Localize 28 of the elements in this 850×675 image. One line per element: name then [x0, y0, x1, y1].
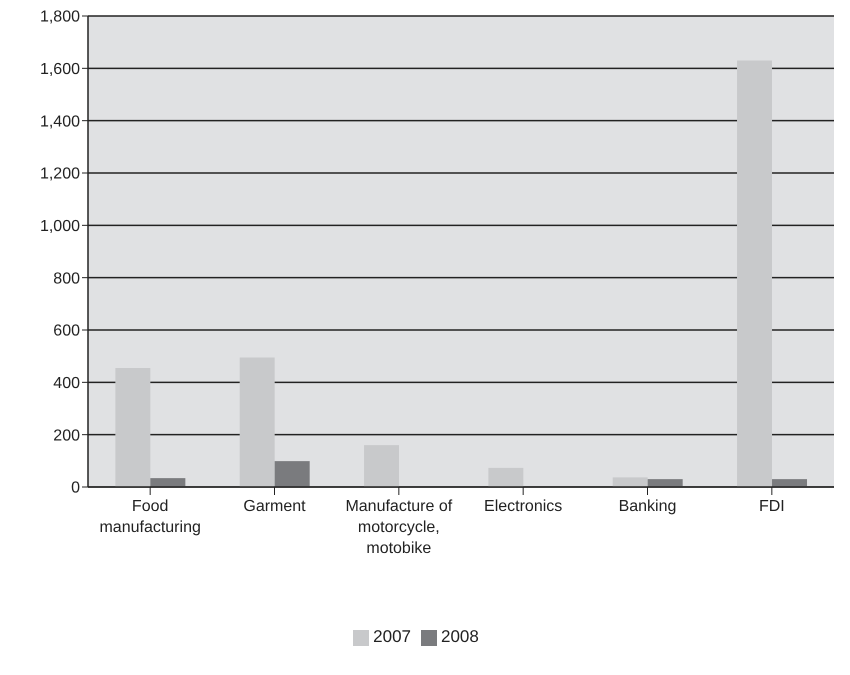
x-tick-label: Banking — [618, 498, 676, 515]
bar — [115, 368, 150, 487]
bar — [772, 479, 808, 487]
bar — [150, 478, 186, 487]
y-tick-label: 400 — [53, 375, 80, 392]
y-tick-label: 200 — [53, 427, 80, 444]
y-tick-label: 1,800 — [40, 8, 80, 26]
y-tick-label: 800 — [53, 270, 80, 288]
x-tick-label: Food manufacturing — [99, 498, 201, 536]
y-tick-label: 1,400 — [40, 113, 80, 130]
x-tick-label: Garment — [243, 498, 306, 515]
bar — [488, 468, 524, 487]
x-tick-label: Manufacture of motorcycle, motobike — [345, 498, 453, 557]
bar — [648, 479, 683, 487]
legend-label: 2007 — [373, 627, 411, 646]
y-tick-label: 600 — [53, 322, 80, 340]
bar — [274, 461, 310, 487]
bar — [364, 445, 400, 487]
y-tick-label: 1,600 — [40, 61, 80, 78]
x-tick-label: FDI — [758, 498, 785, 515]
y-tick-label: 0 — [71, 480, 80, 497]
bar — [612, 477, 648, 487]
y-tick-label: 1,200 — [40, 166, 80, 183]
bar — [240, 357, 275, 487]
legend-label: 2008 — [441, 627, 479, 646]
y-tick-label: 1,000 — [40, 218, 80, 236]
bar — [737, 60, 772, 487]
x-tick-label: Electronics — [484, 498, 562, 515]
